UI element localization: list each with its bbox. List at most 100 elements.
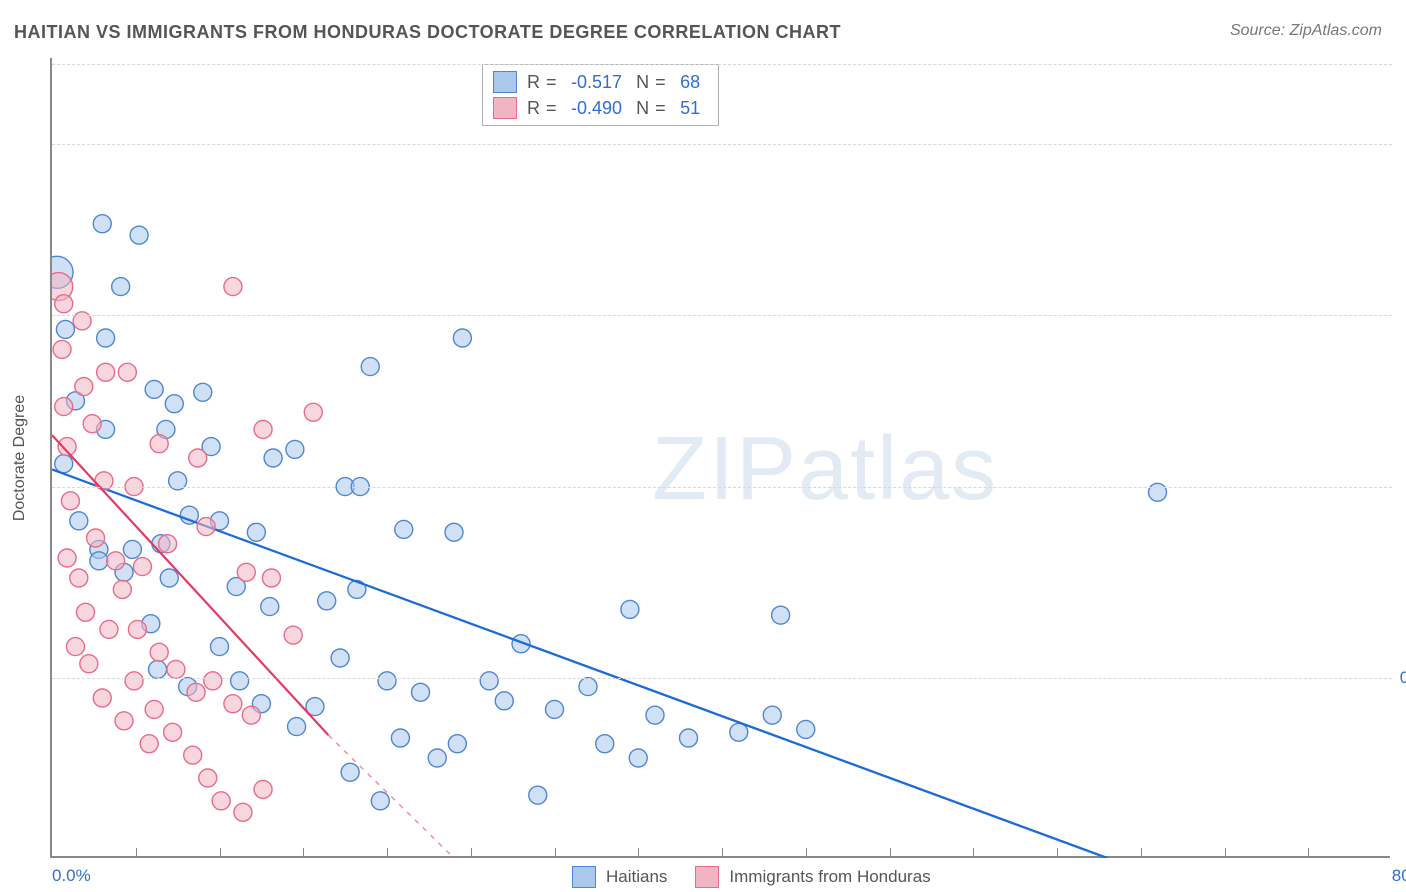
x-tick (973, 848, 974, 858)
data-point (224, 278, 242, 296)
data-point (164, 723, 182, 741)
gridline (52, 315, 1392, 316)
legend-item-haitians: Haitians (572, 866, 667, 888)
data-point (378, 672, 396, 690)
data-point (261, 598, 279, 616)
scatter-svg (52, 58, 1392, 858)
x-tick (136, 848, 137, 858)
source-attribution: Source: ZipAtlas.com (1230, 22, 1382, 40)
data-point (254, 780, 272, 798)
x-tick (1225, 848, 1226, 858)
data-point (150, 435, 168, 453)
x-tick (303, 848, 304, 858)
data-point (115, 712, 133, 730)
r-label: R = (527, 72, 557, 93)
x-tick (722, 848, 723, 858)
plot-area: R = -0.517 N = 68 R = -0.490 N = 51 ZIPa… (50, 58, 1390, 858)
data-point (453, 329, 471, 347)
swatch-honduras-icon (695, 866, 719, 888)
data-point (80, 655, 98, 673)
data-point (361, 358, 379, 376)
data-point (546, 700, 564, 718)
data-point (150, 643, 168, 661)
gridline (52, 64, 1392, 65)
data-point (797, 720, 815, 738)
data-point (247, 523, 265, 541)
data-point (579, 678, 597, 696)
x-tick (1057, 848, 1058, 858)
x-axis-min-label: 0.0% (52, 866, 91, 886)
data-point (211, 638, 229, 656)
data-point (445, 523, 463, 541)
data-point (125, 672, 143, 690)
data-point (629, 749, 647, 767)
data-point (680, 729, 698, 747)
data-point (763, 706, 781, 724)
swatch-haitians (493, 71, 517, 93)
r-value-honduras: -0.490 (567, 98, 626, 119)
x-axis-max-label: 80.0% (1392, 866, 1406, 886)
x-tick (1141, 848, 1142, 858)
data-point (97, 329, 115, 347)
data-point (371, 792, 389, 810)
legend-row-honduras: R = -0.490 N = 51 (493, 95, 704, 121)
legend-label-honduras: Immigrants from Honduras (729, 867, 930, 887)
n-label: N = (636, 98, 666, 119)
data-point (66, 638, 84, 656)
data-point (284, 626, 302, 644)
data-point (128, 620, 146, 638)
data-point (53, 340, 71, 358)
y-axis-label: Doctorate Degree (11, 395, 29, 521)
y-tick-label: 0.63% (1400, 668, 1406, 688)
data-point (304, 403, 322, 421)
data-point (341, 763, 359, 781)
data-point (391, 729, 409, 747)
data-point (199, 769, 217, 787)
data-point (93, 689, 111, 707)
data-point (75, 378, 93, 396)
x-tick (555, 848, 556, 858)
data-point (149, 660, 167, 678)
data-point (412, 683, 430, 701)
data-point (395, 520, 413, 538)
data-point (231, 672, 249, 690)
x-tick (1308, 848, 1309, 858)
data-point (140, 735, 158, 753)
data-point (70, 569, 88, 587)
series-legend: Haitians Immigrants from Honduras (572, 866, 931, 888)
data-point (184, 746, 202, 764)
x-tick (220, 848, 221, 858)
x-tick (387, 848, 388, 858)
data-point (159, 535, 177, 553)
x-tick (471, 848, 472, 858)
data-point (58, 549, 76, 567)
data-point (55, 295, 73, 313)
legend-row-haitians: R = -0.517 N = 68 (493, 69, 704, 95)
data-point (55, 398, 73, 416)
data-point (318, 592, 336, 610)
correlation-legend: R = -0.517 N = 68 R = -0.490 N = 51 (482, 64, 719, 126)
data-point (224, 695, 242, 713)
swatch-honduras (493, 97, 517, 119)
data-point (145, 380, 163, 398)
data-point (730, 723, 748, 741)
data-point (286, 440, 304, 458)
data-point (112, 278, 130, 296)
data-point (331, 649, 349, 667)
gridline (52, 678, 1392, 679)
data-point (55, 455, 73, 473)
data-point (160, 569, 178, 587)
data-point (448, 735, 466, 753)
data-point (212, 792, 230, 810)
data-point (90, 552, 108, 570)
data-point (77, 603, 95, 621)
data-point (621, 600, 639, 618)
data-point (288, 718, 306, 736)
data-point (646, 706, 664, 724)
data-point (100, 620, 118, 638)
data-point (242, 706, 260, 724)
data-point (189, 449, 207, 467)
data-point (204, 672, 222, 690)
data-point (107, 552, 125, 570)
legend-label-haitians: Haitians (606, 867, 667, 887)
